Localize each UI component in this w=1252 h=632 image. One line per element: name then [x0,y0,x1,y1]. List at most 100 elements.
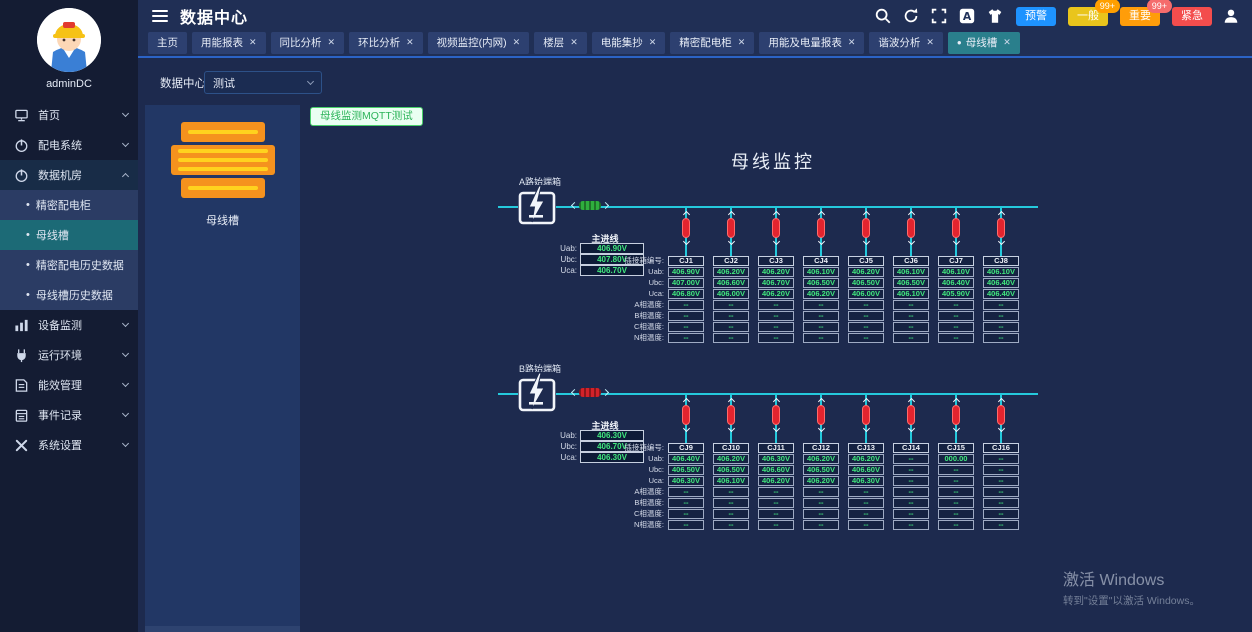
translate-icon[interactable]: A [958,7,976,25]
plug-box-column-CJ7[interactable]: CJ7 406.10V 406.40V 405.90V -- -- -- -- [938,256,974,344]
fuse-body [952,405,960,425]
tab-label: 环比分析 [358,37,401,49]
alarm-button-一般[interactable]: 一般 99+ [1068,0,1120,26]
sidebar-subitem[interactable]: • 母线槽 [0,220,138,250]
refresh-icon[interactable] [902,7,920,25]
arrow-up-icon [952,210,960,219]
datacenter-select-label: 数据中心 [160,78,206,90]
close-tab-icon[interactable]: ✕ [926,37,934,47]
bus-switch [570,201,610,210]
plug-box-value: -- [848,333,884,343]
datacenter-select[interactable]: 测试 [204,71,322,94]
plug-box-column-CJ3[interactable]: CJ3 406.20V 406.70V 406.20V -- -- -- -- [758,256,794,344]
plug-box-value: -- [938,487,974,497]
plug-box-column-CJ16[interactable]: CJ16 -- -- -- -- -- -- -- [983,443,1019,531]
theme-icon[interactable] [986,7,1004,25]
plug-box-value: 406.20V [758,476,794,486]
event-icon [14,408,29,423]
sidebar-item[interactable]: 数据机房 [0,160,138,190]
panel-scrollbar[interactable] [145,626,300,632]
sidebar-item[interactable]: 配电系统 [0,130,138,160]
plug-box-value: -- [758,498,794,508]
arrow-up-icon [862,210,870,219]
plug-box-value: 406.70V [758,278,794,288]
incoming-value: 406.70V [580,265,644,276]
alarm-button-label: 重要 [1129,9,1151,22]
close-tab-icon[interactable]: ✕ [1003,37,1011,47]
sidebar-subitem[interactable]: • 精密配电柜 [0,190,138,220]
sidebar-item[interactable]: 运行环境 [0,340,138,370]
avatar[interactable] [37,8,101,72]
plug-box-value: 406.30V [848,476,884,486]
plug-box-value: 406.40V [668,454,704,464]
busway-card[interactable]: 母线槽 [145,105,300,228]
plug-box-value: -- [713,498,749,508]
close-tab-icon[interactable]: ✕ [512,37,521,47]
plug-box-value: 407.00V [668,278,704,288]
sidebar-item[interactable]: 能效管理 [0,370,138,400]
plug-box-column-CJ6[interactable]: CJ6 406.10V 406.50V 406.10V -- -- -- -- [893,256,929,344]
close-tab-icon[interactable]: ✕ [327,37,336,47]
tab-环比分析[interactable]: 环比分析 ✕ [349,32,423,54]
plug-box-column-CJ5[interactable]: CJ5 406.20V 406.50V 406.00V -- -- -- -- [848,256,884,344]
plug-box-column-CJ11[interactable]: CJ11 406.30V 406.60V 406.20V -- -- -- -- [758,443,794,531]
close-tab-icon[interactable]: ✕ [847,37,856,47]
close-tab-icon[interactable]: ✕ [648,37,657,47]
alarm-button-重要[interactable]: 重要 99+ [1120,0,1172,26]
tab-母线槽[interactable]: ● 母线槽 ✕ [947,32,1020,54]
user-icon[interactable] [1222,7,1240,25]
plug-box-column-CJ1[interactable]: CJ1 406.90V 407.00V 406.80V -- -- -- -- [668,256,704,344]
tab-主页[interactable]: 主页 [148,32,187,54]
alarm-button-紧急[interactable]: 紧急 [1172,6,1212,26]
close-tab-icon[interactable]: ✕ [737,37,746,47]
tab-楼层[interactable]: 楼层 ✕ [534,32,587,54]
fullscreen-icon[interactable] [930,7,948,25]
arrow-up-icon [907,397,915,406]
plug-box-value: -- [983,465,1019,475]
plug-box-id: CJ7 [938,256,974,266]
close-tab-icon[interactable]: ✕ [406,37,414,47]
plug-box-value: 406.10V [983,267,1019,277]
incoming-row: Ubc: 407.80V [524,254,644,265]
tab-同比分析[interactable]: 同比分析 ✕ [270,32,345,54]
plug-box-column-CJ4[interactable]: CJ4 406.10V 406.50V 406.20V -- -- -- -- [803,256,839,344]
table-row-label: Uab: [648,267,664,276]
plug-box-column-CJ15[interactable]: CJ15 000.00 -- -- -- -- -- -- [938,443,974,531]
plug-box-column-CJ14[interactable]: CJ14 -- -- -- -- -- -- -- [893,443,929,531]
menu-toggle-icon[interactable] [152,10,168,22]
plug-box-column-CJ8[interactable]: CJ8 406.10V 406.40V 406.40V -- -- -- -- [983,256,1019,344]
tab-电能集抄[interactable]: 电能集抄 ✕ [591,32,666,54]
switch-arrow-left-icon [570,388,579,397]
busway-image [168,122,278,198]
plug-box-column-CJ9[interactable]: CJ9 406.40V 406.50V 406.30V -- -- -- -- [668,443,704,531]
tab-用能及电量报表[interactable]: 用能及电量报表 ✕ [759,32,865,54]
sidebar-item[interactable]: 事件记录 [0,400,138,430]
sidebar-item[interactable]: 设备监测 [0,310,138,340]
arrow-down-icon [817,424,825,433]
plug-box-column-CJ13[interactable]: CJ13 406.20V 406.60V 406.30V -- -- -- -- [848,443,884,531]
chevron-down-icon [121,349,130,358]
tab-视频监控(内网)[interactable]: 视频监控(内网) ✕ [427,32,530,54]
sidebar-subitem[interactable]: • 母线槽历史数据 [0,280,138,310]
sidebar-item[interactable]: 系统设置 [0,430,138,460]
close-tab-icon[interactable]: ✕ [570,37,578,47]
search-icon[interactable] [874,7,892,25]
arrow-down-icon [997,424,1005,433]
plug-box-column-CJ12[interactable]: CJ12 406.20V 406.50V 406.20V -- -- -- -- [803,443,839,531]
tab-label: 谐波分析 [878,37,921,49]
sidebar-subitem[interactable]: • 精密配电历史数据 [0,250,138,280]
chevron-down-icon [121,139,130,148]
plug-box-value: 406.30V [668,476,704,486]
tab-用能报表[interactable]: 用能报表 ✕ [192,32,266,54]
plug-box-column-CJ10[interactable]: CJ10 406.20V 406.50V 406.10V -- -- -- -- [713,443,749,531]
alarm-button-预警[interactable]: 预警 [1016,6,1056,26]
plug-box-column-CJ2[interactable]: CJ2 406.20V 406.60V 406.00V -- -- -- -- [713,256,749,344]
mqtt-test-button[interactable]: 母线监测MQTT测试 [310,107,423,126]
plug-unit-icon [950,210,962,246]
close-tab-icon[interactable]: ✕ [249,37,257,47]
tab-谐波分析[interactable]: 谐波分析 ✕ [869,32,943,54]
tab-精密配电柜[interactable]: 精密配电柜 ✕ [670,32,755,54]
plug-box-value: -- [938,476,974,486]
sidebar-item[interactable]: 首页 [0,100,138,130]
sidebar-subitem-label: 母线槽历史数据 [35,290,113,302]
